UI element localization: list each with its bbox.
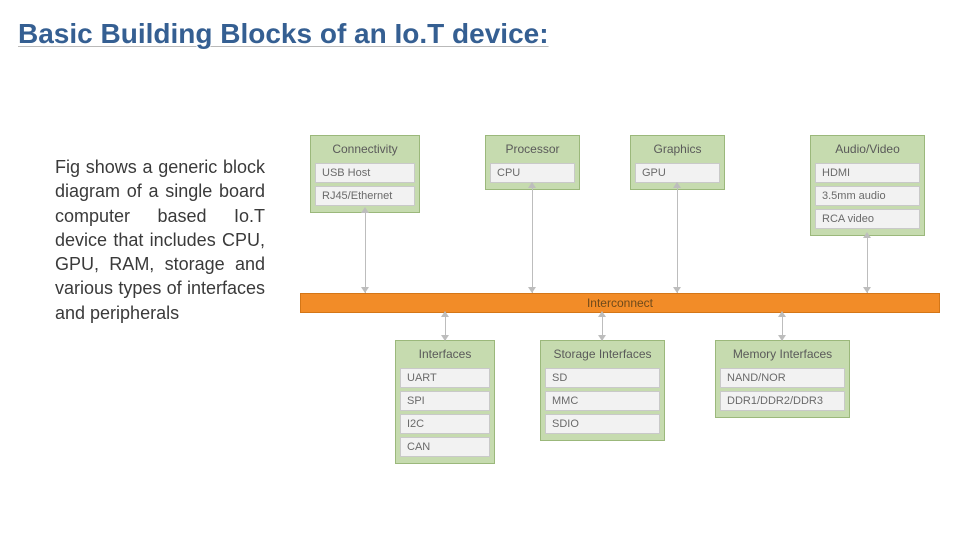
connector-line <box>532 185 533 293</box>
arrowhead-icon <box>361 207 369 213</box>
block-connectivity: Connectivity USB Host RJ45/Ethernet <box>310 135 420 213</box>
arrowhead-icon <box>361 287 369 293</box>
chip: MMC <box>545 391 660 411</box>
block-title: Memory Interfaces <box>720 345 845 365</box>
chip: SDIO <box>545 414 660 434</box>
block-storage: Storage Interfaces SD MMC SDIO <box>540 340 665 441</box>
block-title: Interfaces <box>400 345 490 365</box>
chip: USB Host <box>315 163 415 183</box>
arrowhead-icon <box>673 287 681 293</box>
arrowhead-icon <box>441 335 449 341</box>
chip: GPU <box>635 163 720 183</box>
chip: HDMI <box>815 163 920 183</box>
caption-text: Fig shows a generic block diagram of a s… <box>55 155 265 325</box>
chip: SPI <box>400 391 490 411</box>
iot-block-diagram: Connectivity USB Host RJ45/Ethernet Proc… <box>300 125 940 510</box>
chip: SD <box>545 368 660 388</box>
arrowhead-icon <box>863 232 871 238</box>
block-title: Graphics <box>635 140 720 160</box>
chip: DDR1/DDR2/DDR3 <box>720 391 845 411</box>
arrowhead-icon <box>528 287 536 293</box>
page-title: Basic Building Blocks of an Io.T device: <box>18 18 549 50</box>
arrowhead-icon <box>863 287 871 293</box>
interconnect-label: Interconnect <box>587 296 653 310</box>
arrowhead-icon <box>778 311 786 317</box>
block-audiovideo: Audio/Video HDMI 3.5mm audio RCA video <box>810 135 925 236</box>
chip: RCA video <box>815 209 920 229</box>
chip: NAND/NOR <box>720 368 845 388</box>
chip: CAN <box>400 437 490 457</box>
interconnect-bar: Interconnect <box>300 293 940 313</box>
block-interfaces: Interfaces UART SPI I2C CAN <box>395 340 495 464</box>
arrowhead-icon <box>441 311 449 317</box>
block-title: Processor <box>490 140 575 160</box>
chip: 3.5mm audio <box>815 186 920 206</box>
connector-line <box>365 210 366 293</box>
block-memory: Memory Interfaces NAND/NOR DDR1/DDR2/DDR… <box>715 340 850 418</box>
arrowhead-icon <box>598 311 606 317</box>
chip: RJ45/Ethernet <box>315 186 415 206</box>
arrowhead-icon <box>528 182 536 188</box>
block-title: Storage Interfaces <box>545 345 660 365</box>
block-title: Connectivity <box>315 140 415 160</box>
connector-line <box>867 235 868 293</box>
block-title: Audio/Video <box>815 140 920 160</box>
arrowhead-icon <box>778 335 786 341</box>
connector-line <box>677 185 678 293</box>
arrowhead-icon <box>673 182 681 188</box>
chip: I2C <box>400 414 490 434</box>
chip: UART <box>400 368 490 388</box>
chip: CPU <box>490 163 575 183</box>
arrowhead-icon <box>598 335 606 341</box>
